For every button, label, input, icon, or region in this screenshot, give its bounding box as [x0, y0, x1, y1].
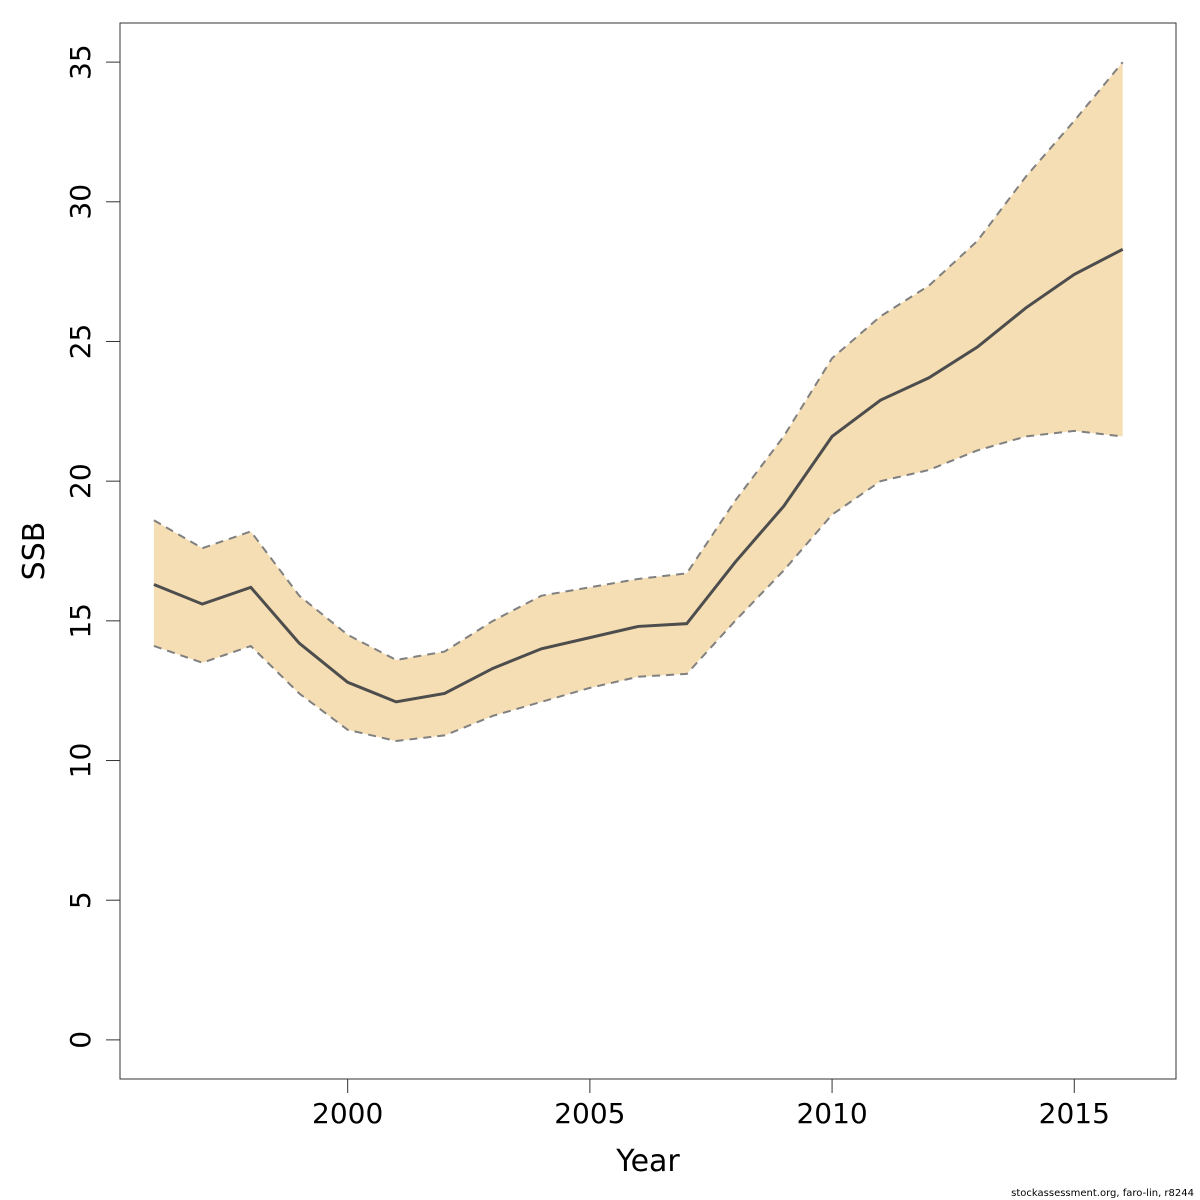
plot-frame	[119, 22, 1177, 1080]
y-tick-label: 15	[64, 603, 97, 639]
y-tick-label: 25	[64, 324, 97, 360]
y-tick-label: 30	[64, 184, 97, 220]
x-tick-label: 2000	[312, 1097, 383, 1130]
upper-bound-line	[153, 61, 1124, 661]
confidence-band	[153, 62, 1123, 741]
y-tick-label: 35	[64, 44, 97, 80]
ssb-estimate-line	[153, 247, 1124, 704]
confidence-band-layer	[153, 62, 1123, 741]
x-axis-title: Year	[615, 1144, 680, 1179]
y-tick-label: 0	[64, 1031, 97, 1049]
y-tick-label: 10	[64, 743, 97, 779]
y-axis-title: SSB	[17, 522, 52, 581]
lower-bound-line	[153, 429, 1123, 742]
x-tick-label: 2010	[796, 1097, 867, 1130]
axes-layer: 2000 2005 2010 2015 0 5 10 15 20 25 30 35	[64, 44, 1110, 1130]
credit-footer: stockassessment.org, faro-lin, r8244	[1011, 1188, 1194, 1199]
x-tick-label: 2005	[554, 1097, 625, 1130]
series-line-layer	[153, 61, 1124, 742]
y-tick-label: 20	[64, 463, 97, 499]
x-tick-label: 2015	[1039, 1097, 1110, 1130]
y-tick-label: 5	[64, 891, 97, 909]
